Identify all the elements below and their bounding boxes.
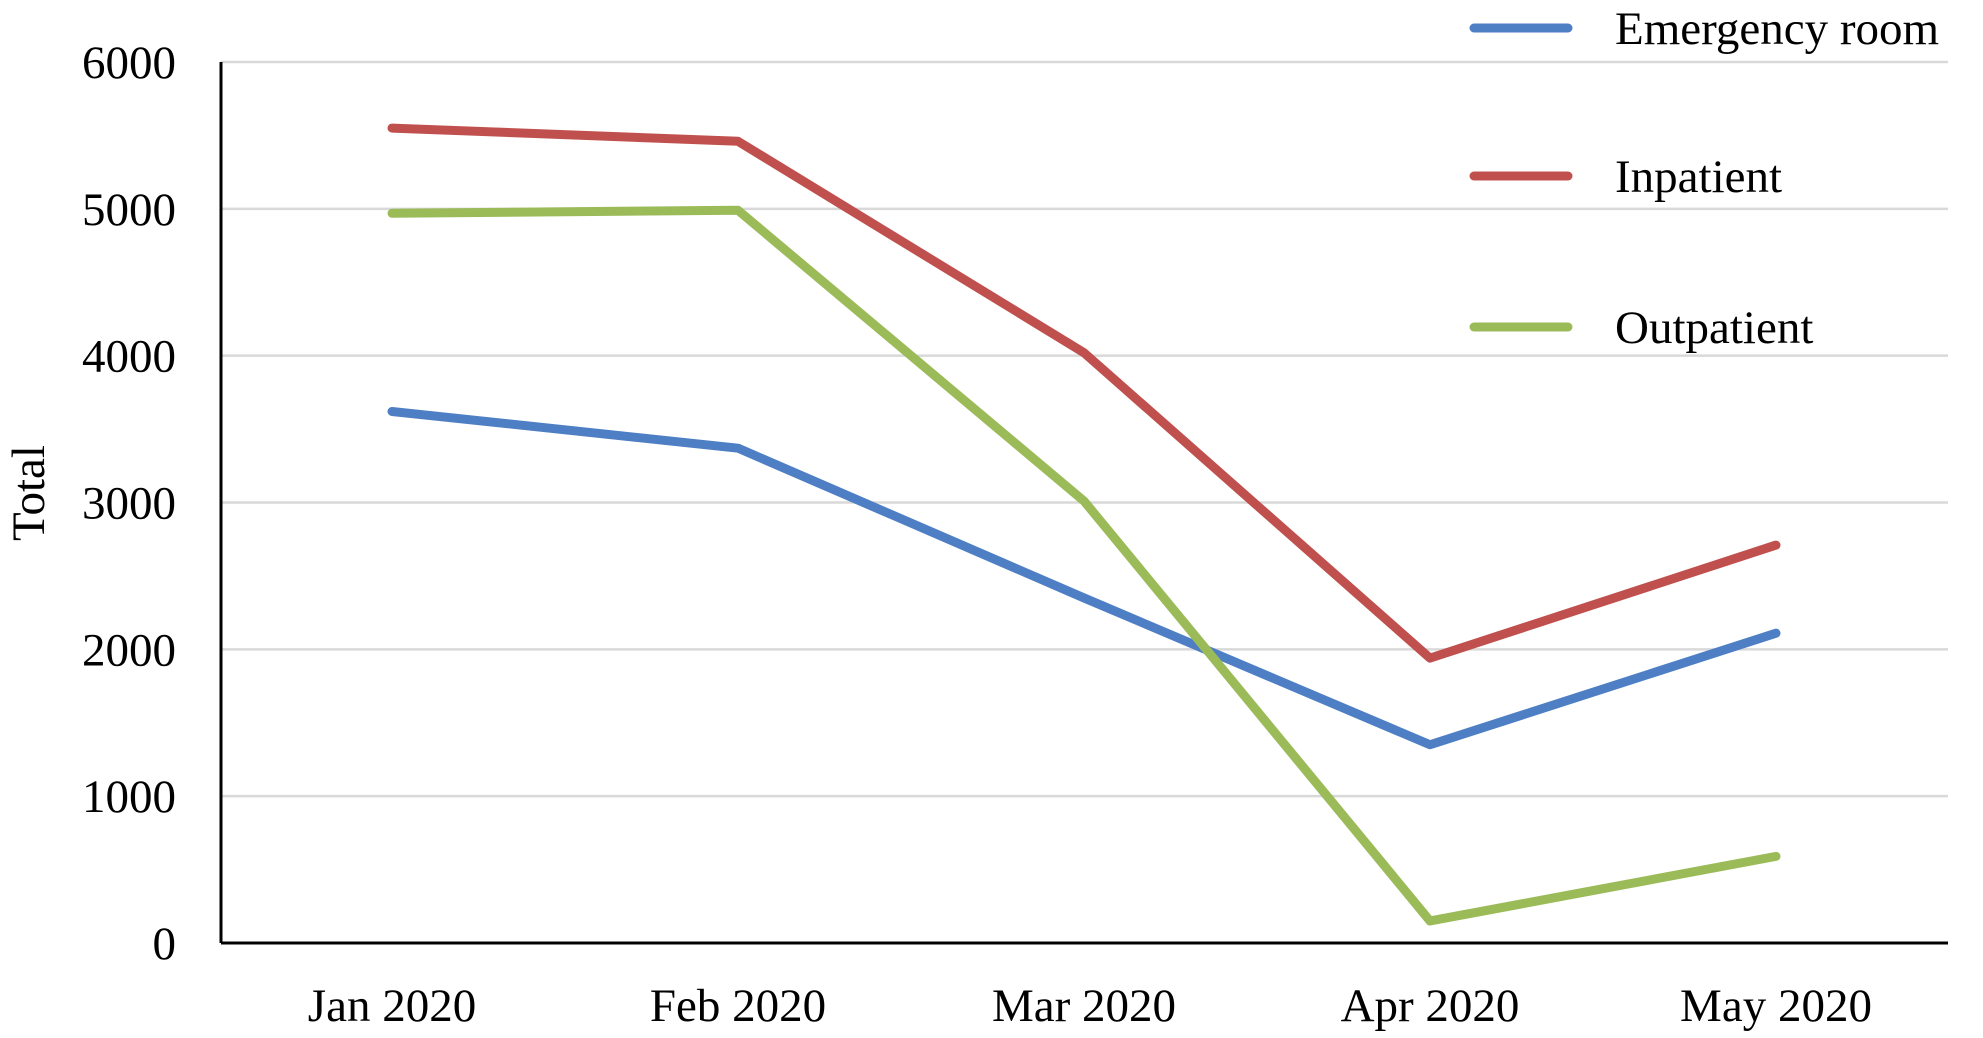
x-tick-label: Apr 2020 [1341, 980, 1520, 1032]
series-line-inpatient [387, 123, 1781, 663]
y-tick-label: 5000 [82, 184, 176, 236]
x-tick-labels: Jan 2020 Feb 2020 Mar 2020 Apr 2020 May 2020 [308, 980, 1872, 1032]
series-line-emergency-room [387, 406, 1781, 750]
x-tick-label: Mar 2020 [992, 980, 1176, 1032]
y-tick-label: 6000 [82, 37, 176, 89]
series-line-outpatient [387, 205, 1781, 926]
y-axis-title: Total [3, 445, 55, 541]
x-tick-label: Jan 2020 [308, 980, 476, 1032]
y-tick-labels: 0 1000 2000 3000 4000 5000 6000 [82, 37, 176, 970]
legend-label: Inpatient [1615, 151, 1782, 203]
series-lines [387, 123, 1781, 926]
legend: Emergency room Inpatient Outpatient [1469, 3, 1939, 354]
y-tick-label: 1000 [82, 771, 176, 823]
y-tick-label: 0 [153, 918, 177, 970]
x-tick-label: May 2020 [1680, 980, 1872, 1032]
legend-label: Outpatient [1615, 302, 1813, 354]
legend-label: Emergency room [1615, 3, 1939, 55]
y-tick-label: 3000 [82, 478, 176, 530]
y-tick-label: 4000 [82, 331, 176, 383]
y-tick-label: 2000 [82, 624, 176, 676]
x-tick-label: Feb 2020 [650, 980, 826, 1032]
axes [219, 62, 1948, 945]
